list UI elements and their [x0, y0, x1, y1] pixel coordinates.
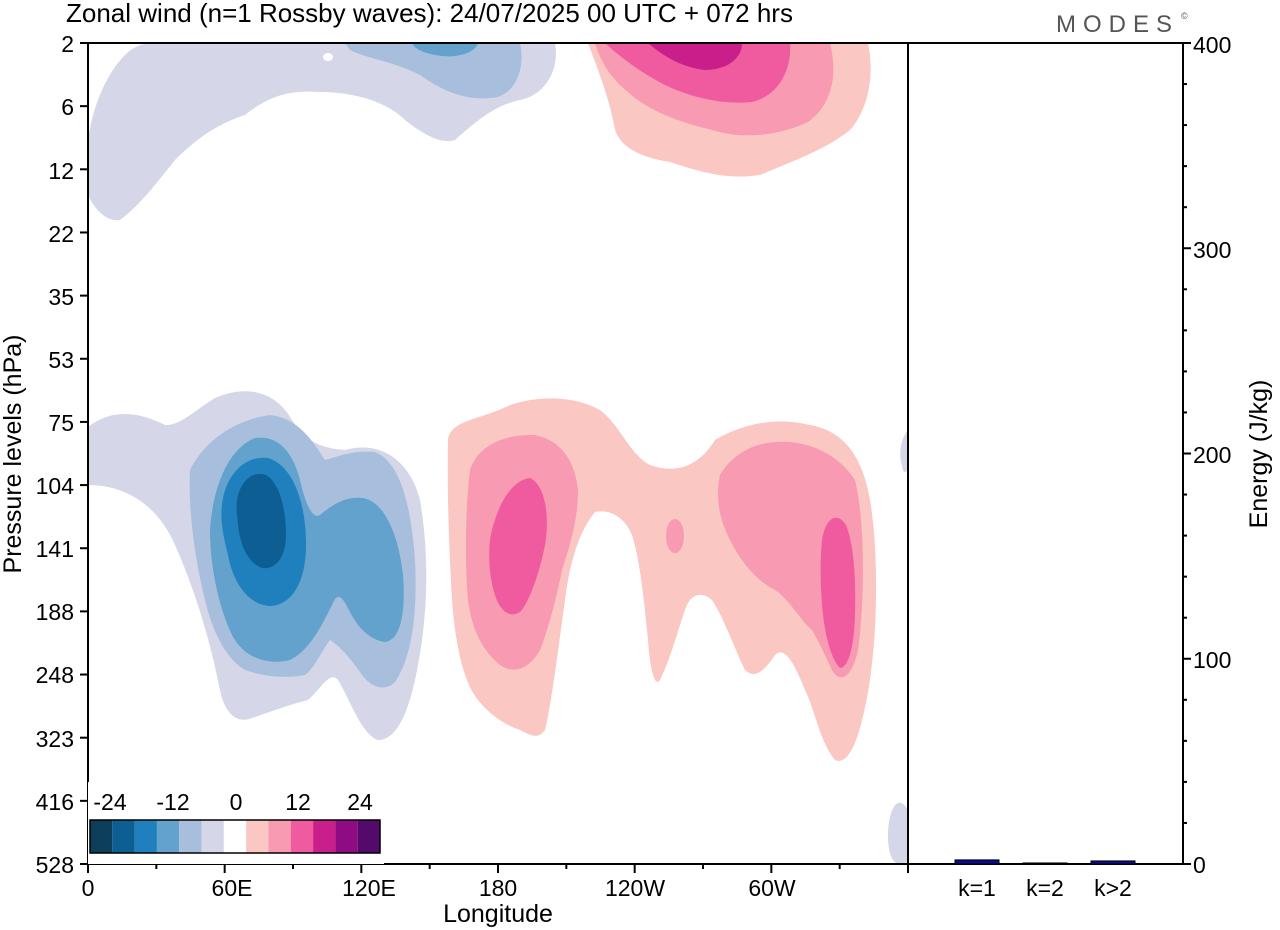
colorbar-swatch — [201, 820, 224, 853]
lower-westerly-anomaly — [447, 398, 877, 761]
energy-bars — [954, 859, 1136, 865]
colorbar-swatch — [290, 820, 314, 853]
upper-westerly-anomaly — [588, 43, 871, 177]
brand-logo: MODES — [1056, 11, 1179, 38]
colorbar-swatch — [156, 820, 180, 853]
energy-category-label: k=1 — [958, 875, 996, 901]
colorbar-swatch — [223, 820, 247, 853]
colorbar-swatch — [134, 820, 157, 853]
energy-axis: 0 100 200 300 400 — [1193, 32, 1231, 878]
pressure-tick-label: 104 — [36, 473, 75, 499]
colorbar: -24 -12 0 12 24 — [88, 782, 384, 864]
colorbar-label: 0 — [230, 789, 243, 815]
upper-easterly-anomaly — [88, 43, 556, 221]
pressure-tick-label: 22 — [48, 221, 74, 247]
contour-hole — [323, 53, 333, 61]
contour-fill-plus-6-small — [666, 519, 684, 553]
longitude-tick-marks — [87, 864, 909, 873]
energy-category-labels: k=1 k=2 k>2 — [958, 875, 1132, 901]
pressure-tick-label: 141 — [36, 536, 74, 562]
pressure-axis: 2 6 12 22 35 53 75 104 141 188 248 323 4… — [36, 31, 75, 878]
pressure-tick-label: 75 — [48, 410, 74, 436]
energy-category-label: k>2 — [1094, 875, 1132, 901]
colorbar-swatch — [90, 820, 113, 853]
pressure-tick-label: 528 — [36, 852, 74, 878]
contour-fill-plus-9 — [605, 43, 791, 103]
energy-bar — [1022, 862, 1068, 865]
contour-fill-minus-3 — [88, 43, 556, 221]
longitude-tick-label: 60W — [748, 875, 796, 901]
longitude-tick-label: 120W — [605, 875, 665, 901]
lower-easterly-anomaly — [88, 391, 427, 740]
pressure-tick-label: 53 — [48, 347, 74, 373]
energy-axis-title: Energy (J/kg) — [1245, 380, 1273, 529]
brand-copyright-mark: © — [1181, 11, 1188, 21]
pressure-tick-label: 248 — [36, 662, 74, 688]
colorbar-swatch — [112, 820, 135, 853]
contour-panel — [88, 43, 908, 864]
energy-tick-label: 100 — [1193, 647, 1231, 673]
longitude-axis: 0 60E 120E 180 120W 60W — [82, 875, 796, 901]
energy-plot-frame — [907, 42, 1184, 865]
chart-title: Zonal wind (n=1 Rossby waves): 24/07/202… — [66, 0, 793, 28]
energy-tick-label: 400 — [1193, 32, 1231, 58]
pressure-tick-label: 2 — [61, 31, 74, 57]
colorbar-swatch — [268, 820, 291, 853]
colorbar-frame — [89, 819, 381, 854]
energy-category-label: k=2 — [1026, 875, 1064, 901]
y-axis-title: Pressure levels (hPa) — [0, 335, 27, 574]
pressure-tick-marks — [80, 42, 88, 865]
energy-tick-label: 0 — [1193, 852, 1206, 878]
contour-fill-plus-9 — [489, 478, 547, 615]
contour-fill-minus-3-bottom — [888, 802, 908, 864]
energy-tick-label: 200 — [1193, 442, 1231, 468]
pressure-tick-label: 12 — [48, 158, 74, 184]
energy-tick-label: 300 — [1193, 237, 1231, 263]
pressure-tick-label: 6 — [61, 94, 74, 120]
colorbar-swatch — [313, 820, 336, 853]
colorbar-swatch — [357, 820, 380, 853]
energy-tick-marks — [1183, 42, 1191, 865]
contour-fill-minus-3-edge — [900, 430, 908, 473]
longitude-tick-label: 0 — [82, 875, 95, 901]
colorbar-label: 12 — [285, 789, 311, 815]
longitude-tick-label: 180 — [479, 875, 517, 901]
longitude-tick-label: 120E — [342, 875, 396, 901]
colorbar-swatch — [335, 820, 358, 853]
contour-fill-plus-9 — [820, 517, 856, 668]
pressure-tick-label: 323 — [36, 726, 74, 752]
colorbar-label: -24 — [93, 789, 126, 815]
contour-fill-minus-6 — [345, 43, 522, 99]
colorbar-label: 24 — [347, 789, 373, 815]
colorbar-swatch — [246, 820, 269, 853]
colorbar-swatches — [89, 819, 381, 854]
pressure-tick-label: 35 — [48, 284, 74, 310]
longitude-tick-label: 60E — [212, 875, 253, 901]
energy-bar — [1090, 860, 1136, 865]
colorbar-swatch — [179, 820, 202, 853]
contour-fill-minus-9 — [412, 43, 478, 57]
contour-fill-plus-12 — [648, 43, 742, 70]
x-axis-title: Longitude — [443, 900, 553, 928]
pressure-tick-label: 416 — [36, 789, 74, 815]
energy-bar — [954, 859, 1000, 865]
contour-fill-minus-15 — [236, 473, 286, 569]
colorbar-label: -12 — [156, 789, 189, 815]
pressure-tick-label: 188 — [36, 599, 74, 625]
